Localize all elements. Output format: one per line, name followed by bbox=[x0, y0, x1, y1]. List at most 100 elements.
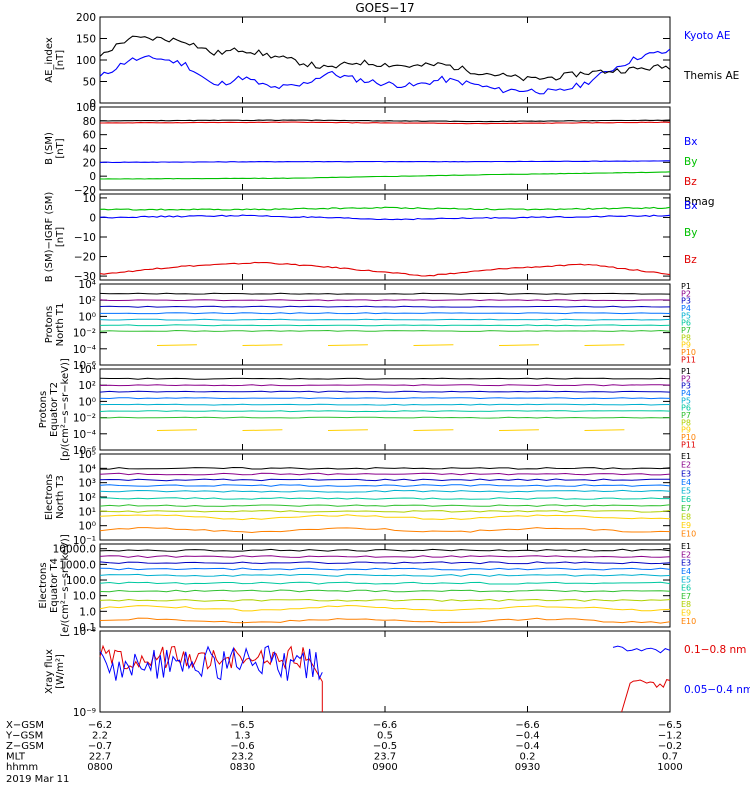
channel-label: P2 bbox=[681, 374, 691, 383]
ephemeris-value: −6.2 bbox=[88, 720, 112, 731]
ephemeris-value: 1.3 bbox=[235, 731, 251, 742]
channel-label: P2 bbox=[681, 289, 691, 298]
legend-entry: 0.1−0.8 nm bbox=[684, 644, 746, 656]
channel-segment bbox=[584, 344, 625, 347]
channel-label: P9 bbox=[681, 341, 691, 350]
channel-label: E7 bbox=[681, 504, 691, 513]
ylabel: [nT] bbox=[55, 227, 66, 247]
ytick-label: 10⁻⁶ bbox=[73, 445, 96, 457]
panel-frame bbox=[99, 368, 671, 451]
panel-enorth: 10⁻¹ 10⁰ 10¹ 10² 10³ 10⁴ 10⁵ Electrons North T3 E… bbox=[44, 449, 696, 547]
ytick-label: 10⁻⁴ bbox=[73, 429, 96, 441]
ephemeris-value: 0930 bbox=[515, 762, 540, 773]
ytick-label: 0 bbox=[89, 212, 96, 224]
xray-long-line-late bbox=[621, 679, 671, 713]
ytick-label: −20 bbox=[74, 185, 96, 197]
channel-label: E6 bbox=[681, 495, 691, 504]
channel-label: E5 bbox=[681, 487, 691, 496]
channel-label: P6 bbox=[681, 404, 691, 413]
channel-line-e4 bbox=[99, 484, 671, 487]
ephemeris-row-label: Y−GSM bbox=[5, 731, 43, 742]
ytick-label: 0.1 bbox=[79, 622, 96, 634]
ephemeris-value: 0.5 bbox=[377, 731, 393, 742]
legend-entry: Bx bbox=[684, 200, 697, 212]
channel-segment bbox=[156, 429, 197, 432]
series-line-2 bbox=[100, 121, 671, 125]
channel-label: P6 bbox=[681, 319, 691, 328]
channel-line-p6 bbox=[99, 324, 671, 327]
ytick-label: 10 bbox=[83, 193, 96, 205]
ylabel: AE_index bbox=[44, 37, 55, 83]
ephemeris-value: 0800 bbox=[87, 762, 112, 773]
ytick-label: 60 bbox=[83, 130, 96, 142]
channel-line-e3 bbox=[99, 478, 671, 482]
legend-entry: By bbox=[684, 156, 697, 168]
ytick-label: 10³ bbox=[78, 478, 96, 490]
ytick-label: 10⁻¹ bbox=[73, 535, 96, 547]
ephemeris-row-label: Z−GSM bbox=[6, 741, 44, 752]
channel-label: P10 bbox=[681, 348, 696, 357]
channel-line-p6 bbox=[99, 410, 671, 413]
ylabel: Protons bbox=[38, 391, 49, 428]
ephemeris-value: −0.7 bbox=[88, 741, 112, 752]
ephemeris-value: 0.7 bbox=[662, 752, 678, 763]
ephemeris-value: 1000 bbox=[657, 762, 682, 773]
ytick-label: 10⁵ bbox=[78, 449, 96, 461]
ytick-label: 10² bbox=[78, 295, 96, 307]
channel-label: E6 bbox=[681, 584, 691, 593]
ytick-label: 10⁰ bbox=[78, 521, 96, 533]
channel-label: E1 bbox=[681, 452, 691, 461]
ylabel: Electrons bbox=[38, 562, 49, 608]
channel-label: P3 bbox=[681, 297, 691, 306]
channel-label: P7 bbox=[681, 411, 691, 420]
ytick-label: 100 bbox=[76, 55, 96, 67]
ylabel: [W/m²] bbox=[55, 654, 66, 689]
ytick-label: 1000.0 bbox=[59, 559, 96, 571]
ylabel: [nT] bbox=[55, 50, 66, 70]
ytick-label: 10.0 bbox=[73, 591, 96, 603]
channel-line-p4 bbox=[100, 312, 671, 315]
ephemeris-value: −0.6 bbox=[230, 741, 254, 752]
channel-segment bbox=[327, 429, 368, 432]
panel-frame bbox=[99, 16, 671, 104]
channel-label: E8 bbox=[681, 512, 691, 521]
ylabel: Equator T2 bbox=[49, 382, 60, 437]
ylabel: Equator T4 bbox=[49, 558, 60, 613]
channel-line-e2 bbox=[99, 472, 671, 476]
channel-label: P11 bbox=[681, 355, 696, 364]
channel-segment bbox=[327, 344, 368, 347]
ephemeris-value: −1.2 bbox=[658, 731, 682, 742]
channel-label: P4 bbox=[681, 389, 691, 398]
xray-long-line bbox=[99, 644, 323, 712]
ylabel: North T3 bbox=[55, 475, 66, 519]
ephemeris-value: −6.5 bbox=[230, 720, 254, 731]
legend-entry: 0.05−0.4 nm bbox=[684, 684, 750, 696]
ytick-label: 10⁰ bbox=[78, 311, 96, 323]
ylabel: Protons bbox=[44, 306, 55, 343]
series-line-0 bbox=[99, 160, 670, 164]
ytick-label: 40 bbox=[83, 144, 96, 156]
channel-segment bbox=[498, 344, 539, 347]
channel-line-p2 bbox=[99, 384, 671, 387]
legend-entry: Kyoto AE bbox=[684, 30, 730, 42]
channel-label: E3 bbox=[681, 469, 691, 478]
ytick-label: −30 bbox=[74, 271, 96, 283]
panel-frame bbox=[99, 453, 671, 541]
legend-entry: By bbox=[684, 227, 697, 239]
ytick-label: 10² bbox=[78, 380, 96, 392]
ytick-label: 100 bbox=[76, 102, 96, 114]
ytick-label: 10⁻⁴ bbox=[73, 344, 96, 356]
channel-line-p1 bbox=[99, 377, 671, 380]
channel-line-e7 bbox=[99, 504, 671, 507]
series-line-2 bbox=[99, 261, 671, 277]
ytick-label: 10⁻⁹ bbox=[73, 707, 96, 719]
channel-label: P9 bbox=[681, 426, 691, 435]
series-line-1 bbox=[99, 206, 671, 211]
channel-line-e8 bbox=[99, 598, 671, 602]
ytick-label: 50 bbox=[83, 77, 96, 89]
channel-label: P5 bbox=[681, 311, 691, 320]
channel-label: E4 bbox=[681, 478, 691, 487]
ephemeris-value: 2.2 bbox=[92, 731, 108, 742]
panel-xray: 10⁻⁹ 10⁻⁸ Xray flux [W/m²] 0.1−0.8 nm 0.05−0.… bbox=[44, 626, 750, 719]
